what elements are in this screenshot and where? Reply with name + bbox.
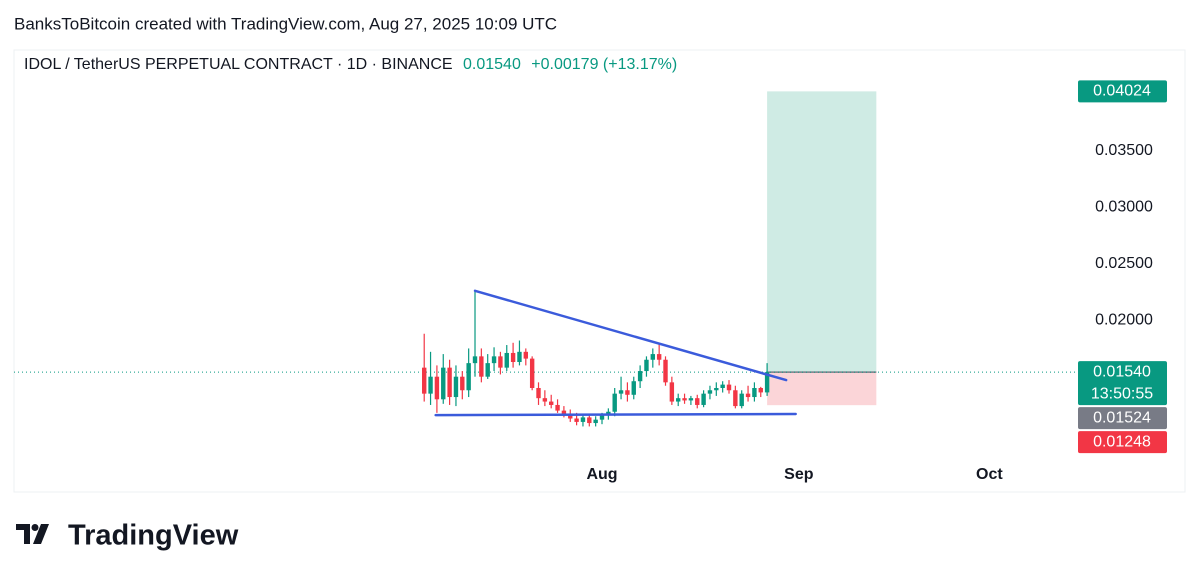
candle-body xyxy=(466,363,471,391)
y-tick-label: 0.02000 xyxy=(1095,311,1153,328)
price-label: 0.01524 xyxy=(1093,409,1151,426)
x-tick-label: Oct xyxy=(976,466,1003,483)
candle-body xyxy=(625,390,630,395)
attribution: BanksToBitcoin created with TradingView.… xyxy=(14,14,557,33)
candle-body xyxy=(593,419,598,424)
x-tick-label: Sep xyxy=(784,466,814,483)
candle-body xyxy=(580,417,586,422)
candle-body xyxy=(447,367,452,398)
candle-body xyxy=(479,356,484,377)
candle-body xyxy=(745,393,751,398)
candle-body xyxy=(637,371,643,382)
candle-body xyxy=(650,354,656,360)
countdown: 13:50:55 xyxy=(1091,385,1153,402)
candle-body xyxy=(663,359,668,383)
candle-body xyxy=(701,393,706,405)
candle-body xyxy=(656,354,662,360)
price-label: 0.04024 xyxy=(1093,83,1151,100)
candle-body xyxy=(644,359,649,372)
y-tick-label: 0.03500 xyxy=(1095,142,1153,159)
price-label-box xyxy=(1078,361,1167,406)
candle-body xyxy=(599,415,605,420)
price-label-box xyxy=(1078,431,1167,454)
x-tick-label: Aug xyxy=(586,466,617,483)
candle-body xyxy=(504,352,509,368)
candle-body xyxy=(441,367,446,400)
chart-frame xyxy=(13,49,1186,493)
candle-body xyxy=(733,390,738,407)
logo-icon xyxy=(16,524,49,544)
y-tick-label: 0.02500 xyxy=(1095,255,1153,272)
logo-text: TradingView xyxy=(68,520,239,552)
header-line: IDOL / TetherUS PERPETUAL CONTRACT · 1D … xyxy=(24,56,677,73)
candle-body xyxy=(523,351,529,359)
candle-body xyxy=(561,410,567,414)
trendline xyxy=(434,412,797,417)
y-tick-label: 0.03000 xyxy=(1095,198,1153,215)
candle-body xyxy=(631,381,636,395)
candle-body xyxy=(472,356,478,364)
candle-body xyxy=(714,388,719,391)
candle-body xyxy=(536,388,541,399)
last-price: 0.01540 xyxy=(463,56,521,73)
candle-body xyxy=(682,398,687,401)
price-label: 0.01540 xyxy=(1093,363,1151,380)
candle-body xyxy=(498,356,503,368)
candle-body xyxy=(612,393,617,412)
candle-body xyxy=(574,418,579,422)
profit-zone xyxy=(767,91,877,373)
candle-body xyxy=(422,367,427,394)
candle-body xyxy=(720,384,725,388)
price-label: 0.01248 xyxy=(1093,433,1151,450)
candle-body xyxy=(707,390,713,394)
candle-body xyxy=(695,398,700,405)
candle-body xyxy=(568,414,573,419)
candle-body xyxy=(669,382,675,402)
candle-body xyxy=(485,363,490,377)
candle-body xyxy=(758,388,763,393)
candle-body xyxy=(764,372,770,393)
candle-body xyxy=(517,351,522,362)
candle-body xyxy=(726,384,732,391)
candle-body xyxy=(688,398,694,401)
plot: 0.03500 0.03000 0.02500 0.02000 Aug Sep Oct 0.0… xyxy=(14,80,1167,483)
price-label-box xyxy=(1078,80,1167,103)
candle-body xyxy=(752,388,757,398)
candle-body xyxy=(491,356,497,364)
candle-body xyxy=(460,376,465,391)
candle-body xyxy=(739,393,744,407)
candle-body xyxy=(618,390,624,394)
candle-body xyxy=(453,376,459,398)
candle-body xyxy=(549,401,554,405)
price-change: +0.00179 (+13.17%) xyxy=(531,56,677,73)
candle-body xyxy=(434,376,440,400)
candle-body xyxy=(542,398,548,402)
trendline xyxy=(473,289,788,382)
loss-zone xyxy=(767,372,877,406)
candle-body xyxy=(555,404,560,411)
candle-body xyxy=(587,417,592,424)
symbol: IDOL / TetherUS PERPETUAL CONTRACT · 1D … xyxy=(24,56,453,73)
candle-body xyxy=(529,358,535,388)
candle-body xyxy=(510,352,516,362)
candle-body xyxy=(676,398,681,402)
price-label-box xyxy=(1078,407,1167,430)
candle-body xyxy=(428,376,433,394)
